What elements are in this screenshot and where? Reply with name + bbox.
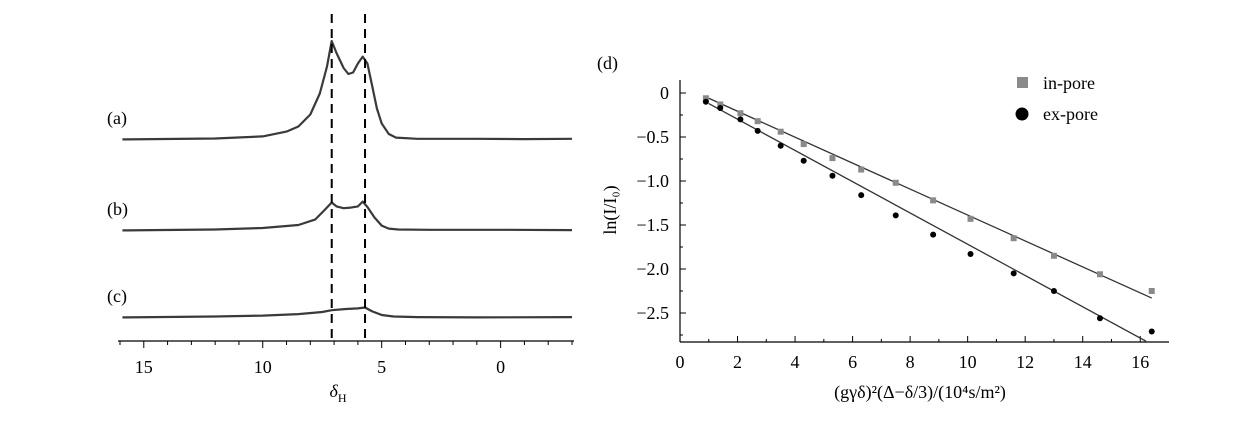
ex-pore-point <box>1010 270 1017 277</box>
ex-pore-point <box>1050 288 1057 294</box>
x-tick-label: 2 <box>733 352 742 372</box>
in-pore-point <box>858 166 865 173</box>
ex-pore-point <box>930 231 937 238</box>
spectrum-line <box>122 200 573 232</box>
ex-pore-point <box>967 251 974 258</box>
spectra-lines <box>122 39 573 319</box>
x-tick-label: 8 <box>906 352 915 372</box>
spectrum-label: (c) <box>107 286 127 307</box>
tick-labels: 0 2 4 6 8 10 12 14 16 0 −0.5 −1.0 −1.5 −2.0 −2.5 <box>636 83 1149 372</box>
x-tick-label: 4 <box>791 352 800 372</box>
ex-pore-point <box>829 172 836 179</box>
in-pore-point <box>892 179 899 186</box>
ex-pore-point <box>800 157 807 164</box>
y-tick-label: −0.5 <box>636 127 669 147</box>
legend-square-marker <box>1017 77 1028 88</box>
fit-line <box>708 102 1147 342</box>
nmr-spectra-panel: (a) (b) (c) 15 10 5 0 δH <box>107 14 574 405</box>
x-tick-label: 15 <box>135 357 153 377</box>
in-pore-point <box>754 118 761 125</box>
x-tick-labels: 15 10 5 0 <box>135 357 505 377</box>
legend-circle-marker <box>1015 107 1029 121</box>
diffusion-panel: (d) 0 2 4 6 8 10 12 14 16 0 −0.5 −1.0 −1.5 −2.0 −2.5 i… <box>597 53 1169 403</box>
x-tick-label: 0 <box>496 357 505 377</box>
dashed-marker-lines <box>330 14 367 342</box>
in-pore-point <box>1050 252 1057 259</box>
spectrum-line <box>122 39 573 141</box>
legend-label: in-pore <box>1043 73 1095 93</box>
y-tick-label: −2.5 <box>636 303 669 323</box>
in-pore-point <box>800 141 807 148</box>
ex-pore-point <box>702 98 709 105</box>
in-pore-point <box>777 128 784 135</box>
x-axis-label: δH <box>329 381 346 405</box>
x-tick-label: 10 <box>959 352 977 372</box>
spectrum-label: (a) <box>107 108 127 129</box>
in-pore-point <box>717 101 724 108</box>
spectrum-labels: (a) (b) (c) <box>107 108 128 307</box>
ex-pore-point <box>777 142 784 149</box>
x-tick-label: 10 <box>254 357 272 377</box>
ex-pore-point <box>1096 315 1103 322</box>
ex-pore-point <box>754 127 761 134</box>
legend-label: ex-pore <box>1043 104 1098 124</box>
y-axis-label: ln(I/I₀) <box>600 185 621 234</box>
in-pore-point <box>737 110 744 117</box>
y-tick-label: −2.0 <box>636 259 669 279</box>
x-tick-label: 0 <box>676 352 685 372</box>
x-axis-ticks <box>119 341 573 348</box>
in-pore-point <box>967 215 974 222</box>
in-pore-point <box>829 155 836 162</box>
in-pore-point <box>930 197 937 204</box>
in-pore-point <box>1096 271 1103 278</box>
y-tick-label: −1.5 <box>636 215 669 235</box>
in-pore-point <box>702 95 709 102</box>
in-pore-point <box>1010 235 1017 242</box>
legend: in-pore ex-pore <box>1015 73 1098 124</box>
spectrum-label: (b) <box>107 199 128 220</box>
x-axis-label-right: (gγδ)²(Δ−δ/3)/(10⁴s/m²) <box>834 382 1006 403</box>
y-tick-label: 0 <box>660 83 669 103</box>
fit-lines <box>708 97 1153 342</box>
ex-pore-point <box>892 212 899 219</box>
y-tick-label: −1.0 <box>636 171 669 191</box>
data-points <box>702 95 1155 335</box>
ex-pore-point <box>737 116 744 123</box>
x-tick-label: 6 <box>848 352 857 372</box>
x-tick-label: 12 <box>1016 352 1034 372</box>
x-tick-label: 5 <box>377 357 386 377</box>
panel-label: (d) <box>597 53 618 74</box>
x-tick-label: 16 <box>1131 352 1149 372</box>
ex-pore-point <box>1148 328 1155 335</box>
ex-pore-point <box>858 192 865 199</box>
spectrum-line <box>122 306 573 319</box>
ex-pore-point <box>717 104 724 111</box>
axis-ticks <box>679 92 1141 342</box>
in-pore-point <box>1148 288 1155 294</box>
x-tick-label: 14 <box>1074 352 1092 372</box>
